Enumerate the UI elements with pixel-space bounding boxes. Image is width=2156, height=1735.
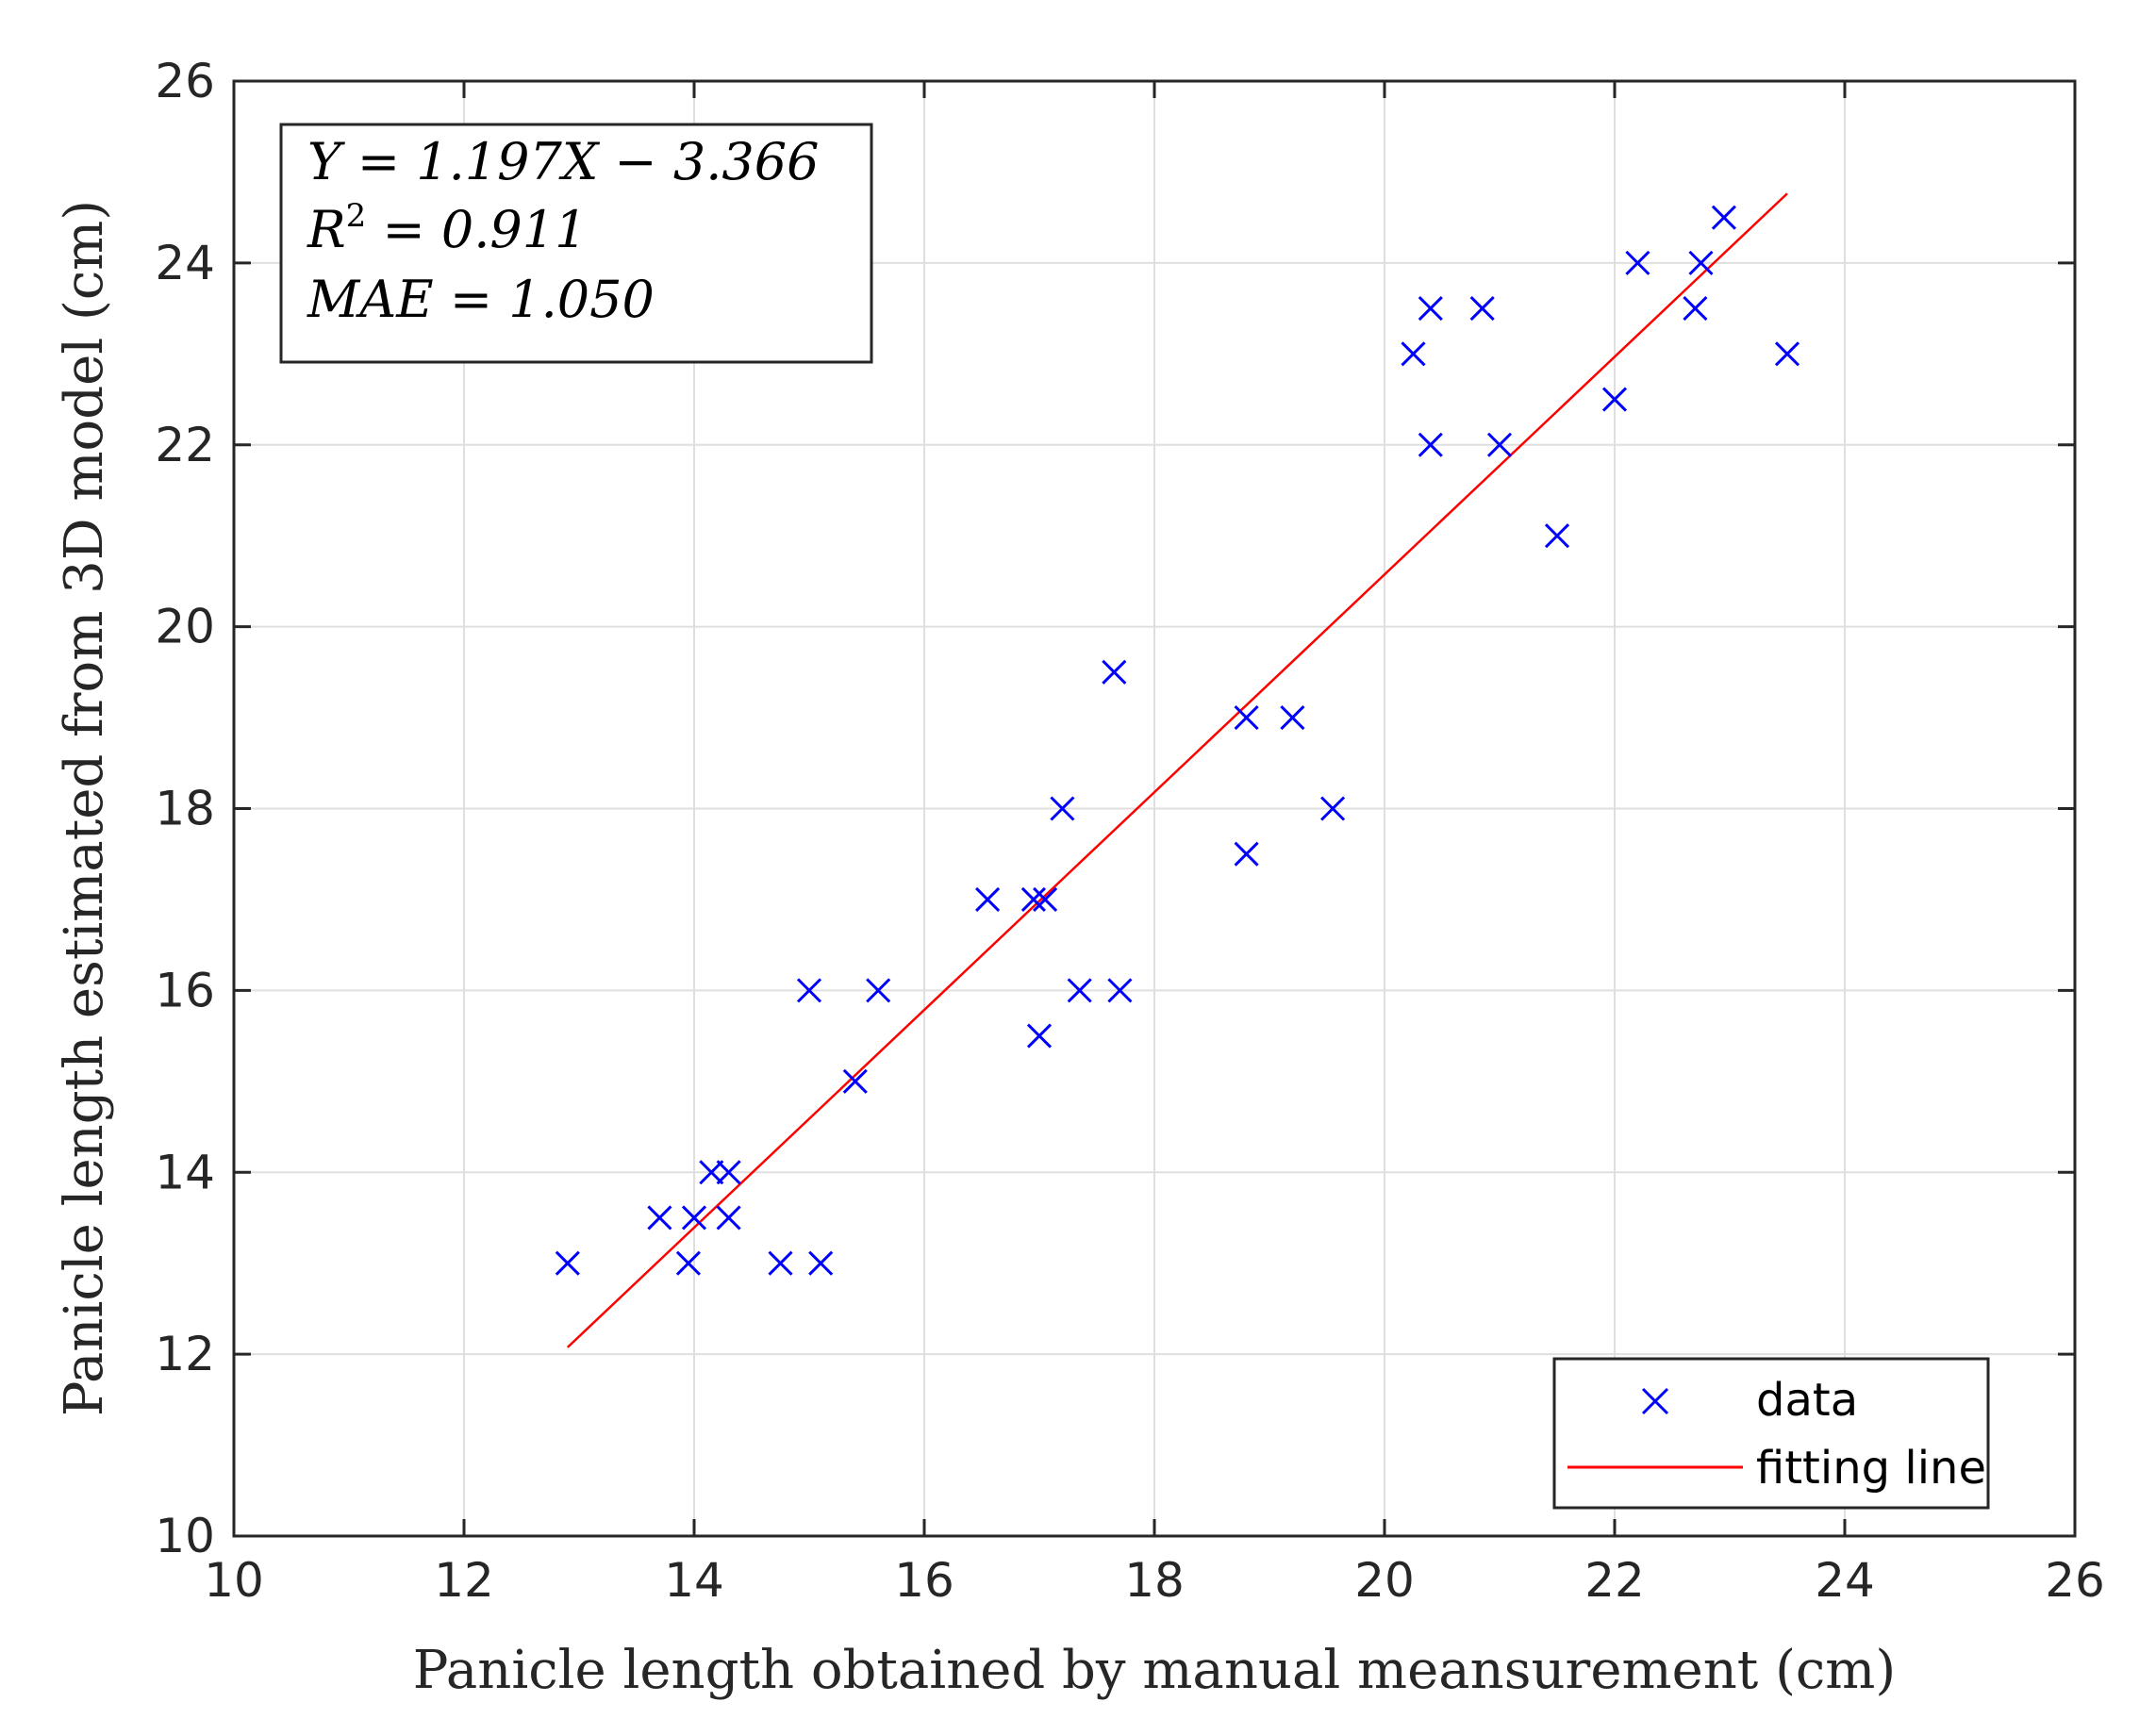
legend: data fitting line [1552, 1357, 1990, 1510]
fitting-line [566, 192, 1788, 1348]
r-squared-value: = 0.911 [366, 200, 587, 259]
data-point [716, 1160, 741, 1185]
data-point [647, 1205, 672, 1231]
data-point [1625, 250, 1650, 275]
data-point [699, 1160, 724, 1185]
data-points [555, 205, 1800, 1276]
data-point [1033, 886, 1058, 912]
data-point [1688, 250, 1714, 275]
axis-ticks [232, 79, 2077, 1538]
legend-data-label: data [1756, 1374, 1858, 1427]
r-squared-symbol: R [307, 200, 346, 259]
data-point [675, 1250, 701, 1276]
r-squared-exponent: 2 [346, 197, 367, 235]
y-tick-label: 12 [155, 1327, 215, 1381]
data-point [768, 1250, 793, 1276]
data-point [1067, 978, 1092, 1003]
x-tick-label: 14 [664, 1553, 724, 1608]
data-point [1320, 796, 1346, 821]
x-tick-label: 22 [1584, 1553, 1645, 1608]
data-point [1418, 432, 1443, 457]
data-point [808, 1250, 834, 1276]
data-point [1102, 659, 1127, 685]
data-point [1469, 296, 1495, 322]
y-tick-label: 20 [155, 600, 215, 654]
data-point [1544, 523, 1570, 549]
legend-data-marker [1641, 1387, 1669, 1415]
data-point [1020, 886, 1046, 912]
y-tick-label: 26 [155, 54, 215, 108]
fit-layer [566, 192, 1788, 1348]
data-point [1683, 296, 1708, 322]
legend-fit-label: fitting line [1756, 1442, 1986, 1495]
mae-line: MAE = 1.050 [307, 270, 655, 329]
y-tick-label: 14 [155, 1145, 215, 1199]
data-point [842, 1068, 868, 1094]
y-tick-label: 16 [155, 963, 215, 1017]
data-point [681, 1205, 707, 1231]
data-point [975, 886, 1001, 912]
y-tick-label: 18 [155, 782, 215, 836]
data-point [1107, 978, 1133, 1003]
x-tick-labels: 10 12 14 16 18 20 22 24 26 [204, 1553, 2105, 1608]
x-tick-label: 20 [1354, 1553, 1415, 1608]
data-point [1401, 341, 1426, 367]
data-point [1026, 1023, 1053, 1049]
x-tick-label: 16 [894, 1553, 954, 1608]
data-point [1418, 296, 1443, 322]
x-tick-label: 24 [1815, 1553, 1875, 1608]
x-tick-label: 10 [204, 1553, 264, 1608]
x-axis-title: Panicle length obtained by manual meansu… [413, 1640, 1896, 1701]
data-point [1050, 796, 1075, 821]
legend-frame [1552, 1357, 1990, 1510]
data-point [1711, 205, 1736, 230]
x-tick-label: 18 [1124, 1553, 1185, 1608]
data-point [716, 1205, 741, 1231]
x-tick-label: 12 [434, 1553, 494, 1608]
data-point [1234, 841, 1259, 867]
y-tick-labels: 10 12 14 16 18 20 22 24 26 [155, 54, 215, 1563]
y-tick-label: 10 [155, 1509, 215, 1563]
equation-box: Y = 1.197X − 3.366 R2 = 0.911 MAE = 1.05… [279, 123, 873, 364]
data-point [1601, 387, 1628, 412]
data-point [1280, 705, 1305, 731]
data-point [1234, 705, 1259, 731]
x-tick-label: 26 [2045, 1553, 2105, 1608]
data-point [1774, 341, 1800, 367]
data-point [1486, 432, 1513, 457]
r-squared-line: R2 = 0.911 [307, 197, 587, 259]
data-point [796, 978, 822, 1003]
equation-line: Y = 1.197X − 3.366 [307, 132, 819, 191]
equation-box-frame [279, 123, 873, 364]
data-point [866, 978, 891, 1003]
y-tick-label: 24 [155, 236, 215, 290]
data-point [555, 1250, 580, 1276]
y-tick-label: 22 [155, 418, 215, 472]
y-axis-title: Panicle length estimated from 3D model (… [54, 200, 115, 1416]
